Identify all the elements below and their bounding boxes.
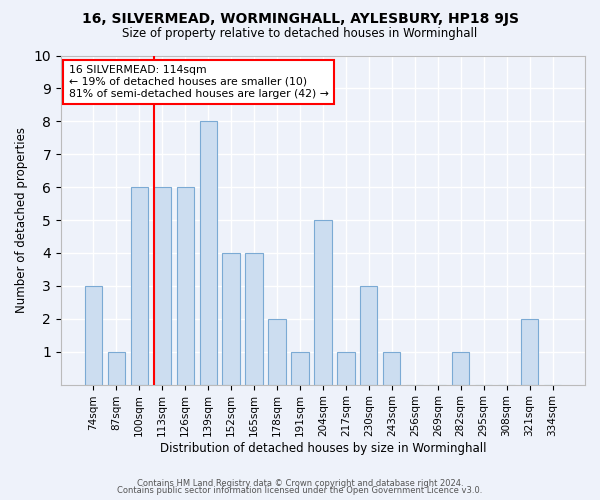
Bar	[292, 352, 308, 384]
Bar	[154, 187, 171, 384]
Bar	[383, 352, 400, 384]
Bar	[85, 286, 102, 384]
Bar	[176, 187, 194, 384]
Bar	[245, 253, 263, 384]
Bar	[452, 352, 469, 384]
Text: Size of property relative to detached houses in Worminghall: Size of property relative to detached ho…	[122, 28, 478, 40]
Bar	[131, 187, 148, 384]
Bar	[223, 253, 240, 384]
Text: 16, SILVERMEAD, WORMINGHALL, AYLESBURY, HP18 9JS: 16, SILVERMEAD, WORMINGHALL, AYLESBURY, …	[82, 12, 518, 26]
Text: Contains public sector information licensed under the Open Government Licence v3: Contains public sector information licen…	[118, 486, 482, 495]
Bar	[107, 352, 125, 384]
Bar	[337, 352, 355, 384]
X-axis label: Distribution of detached houses by size in Worminghall: Distribution of detached houses by size …	[160, 442, 486, 455]
Text: Contains HM Land Registry data © Crown copyright and database right 2024.: Contains HM Land Registry data © Crown c…	[137, 478, 463, 488]
Bar	[521, 319, 538, 384]
Bar	[200, 122, 217, 384]
Bar	[314, 220, 332, 384]
Text: 16 SILVERMEAD: 114sqm
← 19% of detached houses are smaller (10)
81% of semi-deta: 16 SILVERMEAD: 114sqm ← 19% of detached …	[69, 66, 329, 98]
Bar	[268, 319, 286, 384]
Bar	[360, 286, 377, 384]
Y-axis label: Number of detached properties: Number of detached properties	[15, 127, 28, 313]
